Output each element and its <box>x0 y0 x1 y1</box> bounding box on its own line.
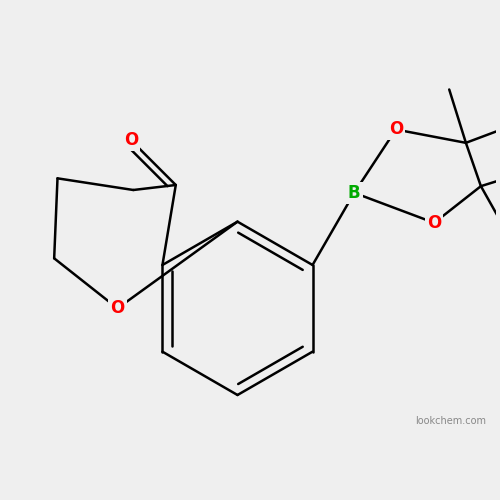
Text: O: O <box>124 131 138 149</box>
Text: B: B <box>348 184 360 202</box>
Text: O: O <box>389 120 403 138</box>
Text: lookchem.com: lookchem.com <box>415 416 486 426</box>
Text: O: O <box>427 214 442 232</box>
Text: O: O <box>110 300 124 318</box>
